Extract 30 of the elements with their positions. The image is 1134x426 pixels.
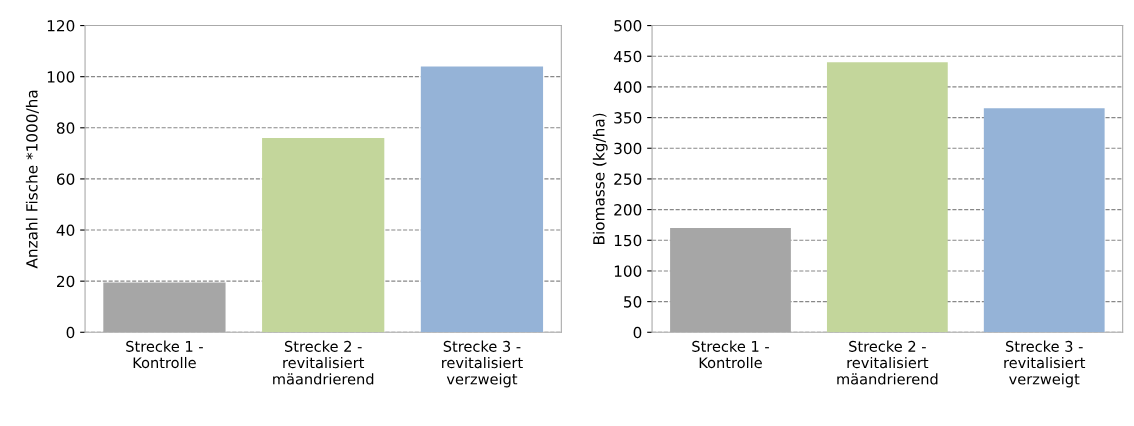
y-tick-label: 450 bbox=[613, 50, 642, 63]
y-tick-label: 500 bbox=[614, 20, 642, 32]
y-tick-label: 400 bbox=[613, 81, 642, 93]
y-tick-label: 60 bbox=[56, 173, 75, 185]
y-tick-label: 0 bbox=[66, 326, 75, 339]
x-tick-label: Strecke 3 - revitalisiert verzweigt bbox=[1004, 340, 1086, 388]
x-tick-label: Strecke 1 - Kontrolle bbox=[126, 340, 203, 369]
x-tick-label: Strecke 1 - Kontrolle bbox=[692, 340, 769, 369]
y-tick-label: 150 bbox=[614, 234, 642, 247]
y-tick-label: 80 bbox=[56, 122, 75, 134]
bar bbox=[262, 138, 385, 333]
y-tick-label: 200 bbox=[614, 204, 642, 216]
y-tick-label: 250 bbox=[614, 173, 642, 185]
y-axis-title: Biomasse (kg/ha) bbox=[592, 113, 608, 244]
bar bbox=[420, 66, 544, 333]
x-tick-label: Strecke 3 - revitalisiert verzweigt bbox=[442, 340, 523, 388]
y-tick-label: 350 bbox=[614, 112, 642, 124]
y-axis-title: Anzahl Fische *1000/ha bbox=[25, 90, 39, 269]
y-tick-label: 300 bbox=[614, 142, 642, 155]
y-tick-label: 20 bbox=[57, 275, 75, 288]
y-tick-label: 120 bbox=[47, 20, 75, 32]
x-tick-label: Strecke 2 - revitalisiert mäandrierend bbox=[273, 340, 374, 385]
y-tick-label: 100 bbox=[47, 71, 75, 83]
y-tick-label: 40 bbox=[56, 224, 75, 237]
bar bbox=[983, 108, 1105, 333]
y-tick-label: 0 bbox=[633, 326, 642, 339]
x-tick-label: Strecke 2 - revitalisiert mäandrierend bbox=[837, 340, 938, 385]
bar bbox=[826, 62, 948, 333]
y-tick-label: 50 bbox=[624, 296, 642, 308]
y-tick-label: 100 bbox=[614, 265, 642, 277]
